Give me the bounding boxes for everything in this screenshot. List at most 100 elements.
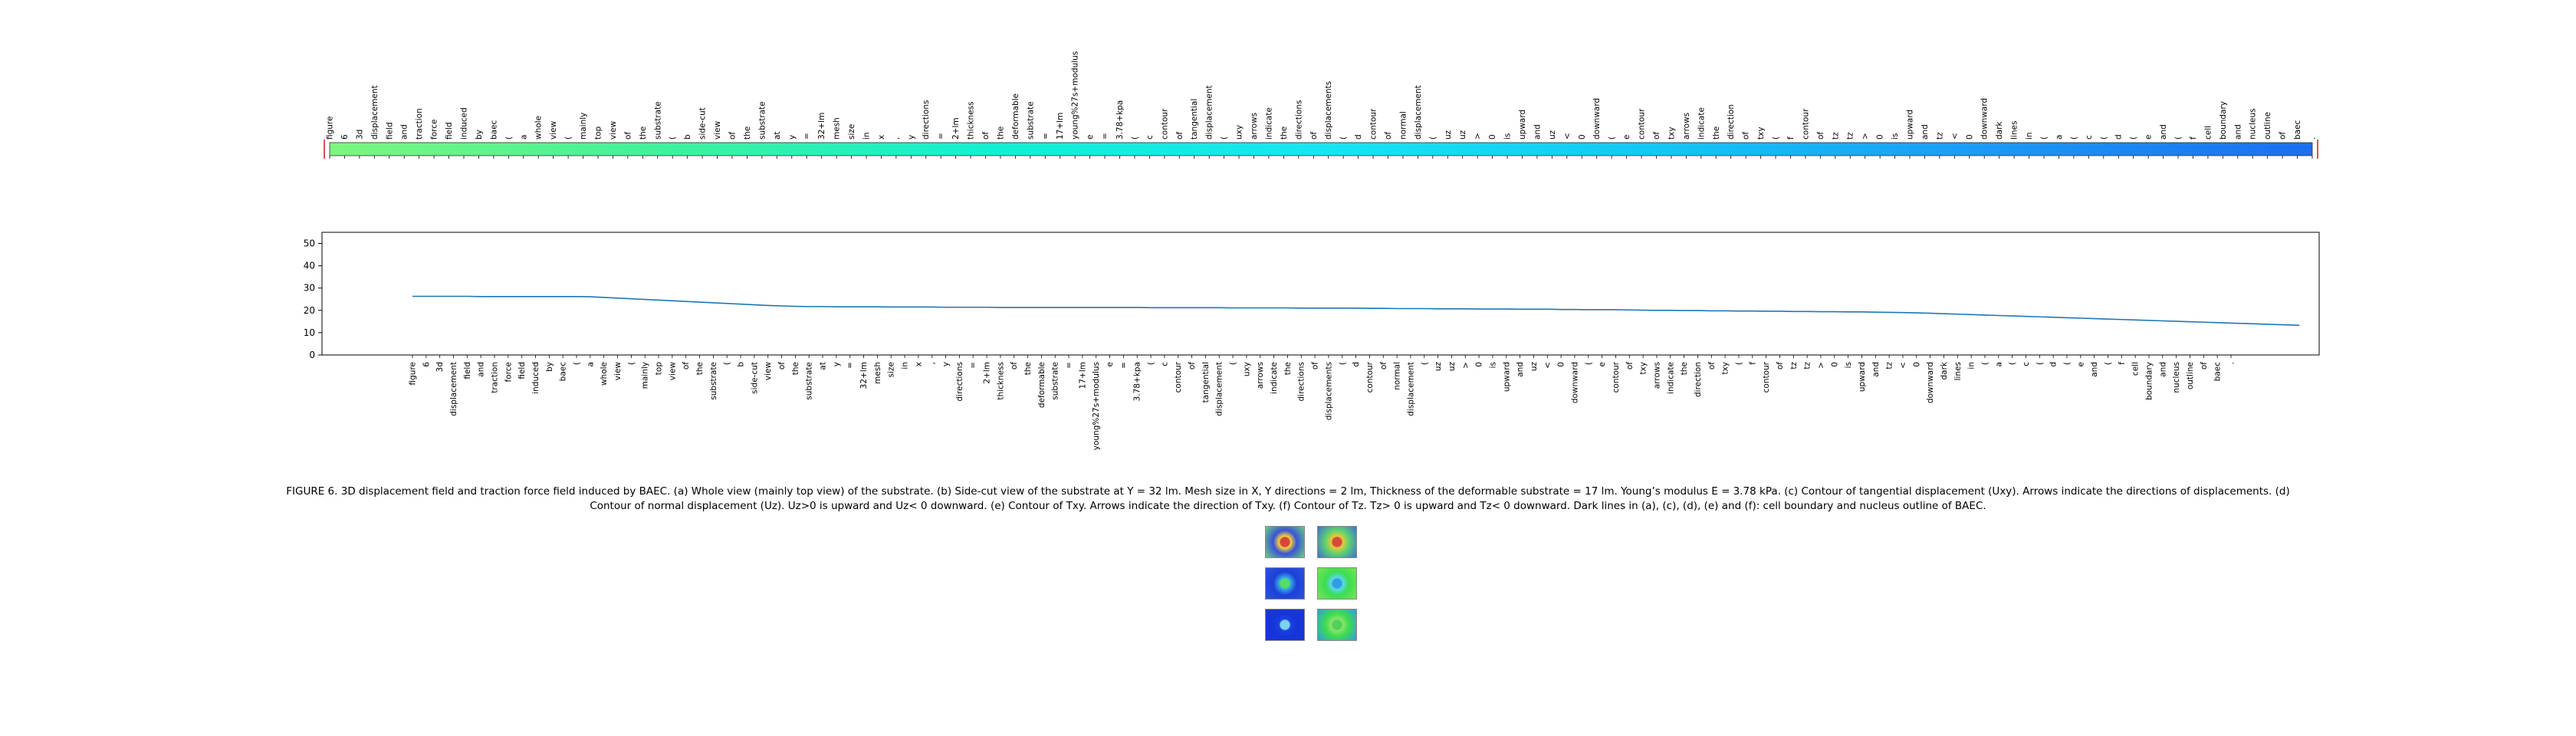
colorbar-tick-label: thickness <box>967 101 976 140</box>
x-tick-label: baec <box>559 362 568 382</box>
x-tick-label: arrows <box>1256 362 1265 389</box>
x-tick-label: , <box>928 362 937 364</box>
colorbar-tick-label: = <box>803 133 812 140</box>
x-tick-label: tangential <box>1201 362 1211 402</box>
x-tick-label: contour <box>1365 361 1375 393</box>
x-tick-label: ( <box>1584 362 1593 365</box>
colorbar-tick-label: view <box>609 120 618 140</box>
x-tick-label: displacements <box>1324 362 1333 420</box>
colorbar-tick-label: ( <box>1339 136 1349 140</box>
x-tick-label: young%27s+modulus <box>1092 362 1101 450</box>
colorbar-tick-label: the <box>1712 127 1721 140</box>
x-tick-label: of <box>1188 362 1197 370</box>
colorbar-tick-label: is <box>1891 133 1900 140</box>
colorbar-tick-label: < <box>1562 133 1572 140</box>
colorbar-tick-label: arrows <box>1250 113 1259 140</box>
x-tick-label: f <box>2118 362 2127 365</box>
colorbar-tick-label: field <box>445 122 454 140</box>
colorbar-tick-label: ( <box>1428 136 1438 140</box>
x-tick-label: whole <box>600 362 609 386</box>
colorbar-tick-label: and <box>1921 124 1930 140</box>
x-tick-label: txy <box>1639 362 1648 375</box>
panel-a-thumbnail <box>1265 526 1305 558</box>
x-tick-label: directions <box>1297 362 1306 402</box>
x-tick-label: mesh <box>873 362 882 384</box>
colorbar-tick-label: ( <box>564 136 573 140</box>
colorbar-tick-label: by <box>475 130 484 140</box>
colorbar-tick-label: substrate <box>653 101 662 140</box>
colorbar-tick-label: of <box>1816 132 1825 140</box>
colorbar-tick-label: of <box>1652 132 1661 140</box>
colorbar-tick-label: ( <box>2174 136 2183 140</box>
x-tick-label: traction <box>491 362 500 393</box>
x-tick-label: outline <box>2186 362 2195 389</box>
colorbar-tick-label: of <box>2279 132 2288 140</box>
colorbar <box>324 140 2318 159</box>
colorbar-tick-label: ( <box>2129 136 2138 140</box>
panel-b-thumbnail <box>1317 526 1357 558</box>
colorbar-tick-label: displacement <box>370 85 380 140</box>
x-tick-label: = <box>969 362 978 369</box>
x-tick-label: boundary <box>2144 362 2154 400</box>
colorbar-tick-label: 2+lm <box>951 117 961 140</box>
colorbar-tick-label: txy <box>1756 127 1766 140</box>
x-tick-label: uz <box>1530 362 1539 372</box>
colorbar-tick-label: y <box>787 135 797 140</box>
x-tick-label: and <box>477 362 486 377</box>
x-tick-label: of <box>1776 362 1785 370</box>
colorbar-tick-label: the <box>639 127 648 140</box>
colorbar-tick-label: 3.78+kpa <box>1116 100 1125 140</box>
colorbar-tick-label: view <box>713 120 722 140</box>
x-tick-label: size <box>887 362 896 377</box>
x-tick-label: ( <box>2104 362 2113 365</box>
figure-caption: FIGURE 6. 3D displacement field and trac… <box>286 485 2290 512</box>
colorbar-tick-label: 0 <box>1488 134 1497 140</box>
x-tick-label: view <box>764 362 773 381</box>
x-tick-label: 6 <box>422 362 431 367</box>
x-tick-label: = <box>1065 362 1074 369</box>
x-tick-label: by <box>545 362 554 372</box>
colorbar-tick-label: 6 <box>340 134 350 140</box>
colorbar-tick-label: ( <box>1130 136 1139 140</box>
x-tick-label: direction <box>1694 362 1703 397</box>
colorbar-tick-label: txy <box>1667 127 1676 140</box>
x-tick-label: uz <box>1434 362 1443 372</box>
colorbar-tick-label: is <box>1503 133 1513 140</box>
x-tick-label: tz <box>1885 362 1894 370</box>
colorbar-tick-label: > <box>1474 133 1483 140</box>
colorbar-tick-label: . <box>2308 137 2318 140</box>
x-tick-label: 3d <box>435 362 445 372</box>
x-tick-label: indicate <box>1270 362 1279 394</box>
x-tick-label: downward <box>1926 362 1935 403</box>
colorbar-tick-label: downward <box>1592 98 1602 140</box>
x-tick-label: of <box>1707 362 1717 370</box>
colorbar-tick-label: ( <box>669 136 678 140</box>
x-tick-label: arrows <box>1652 362 1661 389</box>
x-tick-label: c <box>1160 362 1169 366</box>
chart-svg: figure 6 3d displacement field and traction for… <box>304 51 2320 450</box>
x-tick-label: of <box>777 362 787 370</box>
y-tick-label: 20 <box>304 305 315 316</box>
colorbar-tick-label: = <box>1101 133 1110 140</box>
x-tick-label: ( <box>1338 362 1347 365</box>
colorbar-tick-label: d <box>1354 134 1363 140</box>
x-tick-label: the <box>791 362 800 375</box>
colorbar-tick-label: of <box>728 132 737 140</box>
colorbar-tick-label: 0 <box>1578 134 1587 140</box>
colorbar-tick-label: in <box>862 132 871 140</box>
y-tick-label: 50 <box>304 238 315 249</box>
x-tick-label: ( <box>2036 362 2045 365</box>
x-tick-label: d <box>2049 362 2058 367</box>
colorbar-tick-label: x <box>877 135 886 140</box>
x-tick-label: e <box>1106 362 1115 366</box>
colorbar-tick-label: c <box>2085 135 2094 140</box>
colorbar-tick-label: ( <box>2040 136 2049 140</box>
x-tick-label: in <box>1967 362 1976 370</box>
colorbar-tick-label: at <box>773 131 782 140</box>
x-tick-label: of <box>1010 362 1019 370</box>
x-tick-label: top <box>655 362 664 376</box>
x-tick-label: 3.78+kpa <box>1133 362 1142 401</box>
colorbar-tick-label: induced <box>459 107 468 140</box>
colorbar-tick-label: 17+lm <box>1056 113 1065 140</box>
